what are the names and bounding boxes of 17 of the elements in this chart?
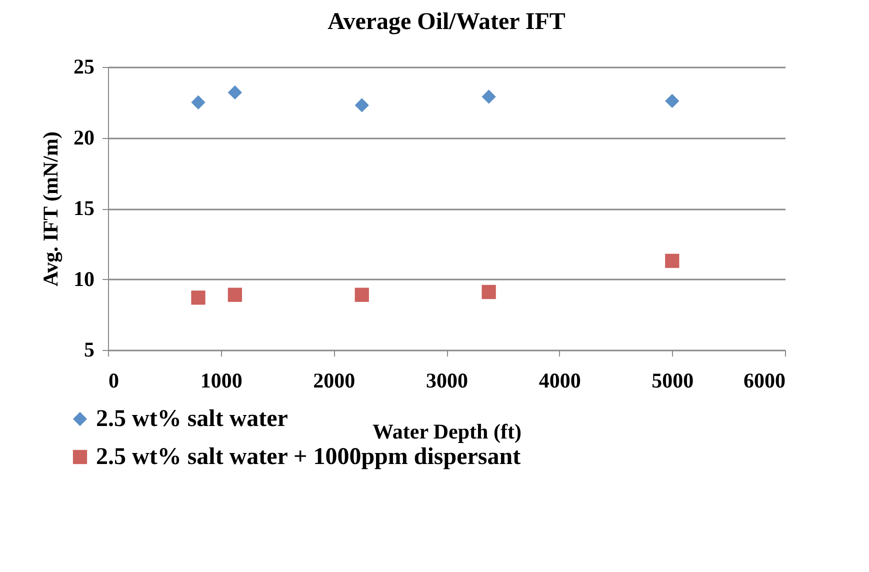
- x-tick-label: 2000: [313, 368, 356, 392]
- x-tick-label: 6000: [744, 368, 786, 392]
- x-tick-label: 5000: [652, 368, 694, 392]
- chart-title: Average Oil/Water IFT: [328, 9, 566, 35]
- legend-label: 2.5 wt% salt water + 1000ppm dispersant: [96, 444, 521, 470]
- y-tick-label: 15: [74, 196, 94, 220]
- y-axis-title: Avg. IFT (mN/m): [38, 132, 62, 286]
- y-tick-label: 25: [74, 54, 94, 78]
- y-tick-label: 5: [84, 338, 94, 362]
- x-tick-label: 1000: [200, 368, 242, 392]
- y-tick-label: 20: [74, 125, 94, 150]
- x-tick-label: 0: [108, 368, 119, 392]
- legend-label: 2.5 wt% salt water: [96, 406, 288, 432]
- y-tick-label: 10: [74, 266, 94, 291]
- x-tick-label: 4000: [538, 368, 581, 392]
- x-tick-label: 3000: [426, 368, 468, 392]
- x-axis-title: Water Depth (ft): [372, 420, 522, 444]
